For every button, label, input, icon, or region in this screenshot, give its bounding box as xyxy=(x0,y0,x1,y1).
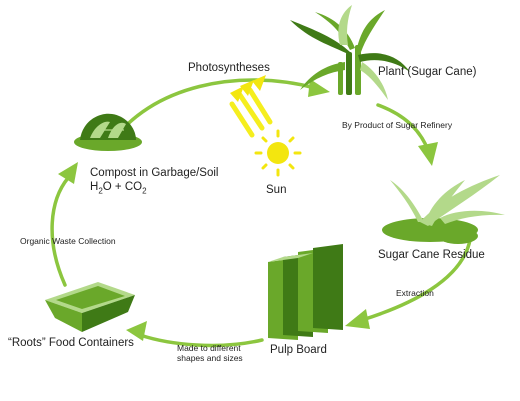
sugar-cane-plant-icon xyxy=(290,5,410,100)
label-pulp-board: Pulp Board xyxy=(270,344,327,356)
compost-formula: H2O + CO2 xyxy=(90,180,147,196)
arrowhead-extraction xyxy=(345,309,370,329)
label-extraction: Extraction xyxy=(396,288,434,298)
sugar-cane-residue-icon xyxy=(382,175,505,244)
arrow-made xyxy=(138,333,264,348)
arrowhead-photosyntheses xyxy=(308,79,330,97)
label-food-containers: “Roots” Food Containers xyxy=(8,337,134,349)
label-made-shapes: Made to different shapes and sizes xyxy=(177,343,243,364)
label-plant: Plant (Sugar Cane) xyxy=(378,66,477,78)
label-photosyntheses: Photosyntheses xyxy=(188,62,270,74)
label-by-product: By Product of Sugar Refinery xyxy=(342,120,453,130)
pulp-board-icon xyxy=(268,244,343,340)
compost-line: Compost in Garbage/Soil xyxy=(90,167,219,179)
arrow-extraction xyxy=(360,238,472,322)
label-sun: Sun xyxy=(266,184,287,196)
food-container-icon xyxy=(45,282,135,332)
sun-rays xyxy=(229,87,273,138)
label-residue: Sugar Cane Residue xyxy=(378,249,485,261)
label-organic-waste: Organic Waste Collection xyxy=(20,236,116,246)
arrowhead-organic-waste xyxy=(58,162,78,184)
compost-pile-icon xyxy=(74,113,142,151)
arrowhead-by-product xyxy=(418,142,438,166)
label-compost: Compost in Garbage/Soil H2O + CO2 xyxy=(90,167,218,196)
sun-icon xyxy=(229,75,302,177)
cycle-arrows xyxy=(50,78,472,348)
arrow-photosyntheses xyxy=(108,78,317,147)
arrow-organic-waste xyxy=(50,176,70,287)
arrowhead-made xyxy=(126,321,147,341)
